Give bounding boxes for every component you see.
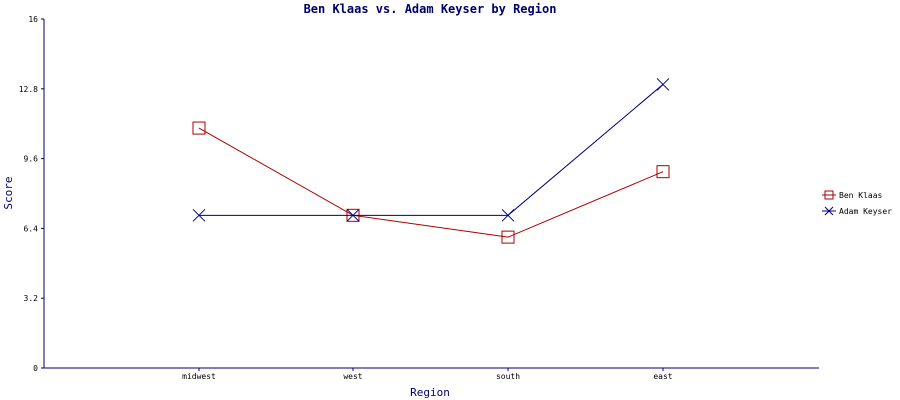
- series-1-point: [192, 121, 206, 135]
- y-tick-label: 12.8: [19, 85, 38, 94]
- legend-label: Adam Keyser: [839, 207, 892, 216]
- x-tick-group: midwest west south east: [182, 368, 673, 381]
- x-tick-label: midwest: [182, 372, 216, 381]
- legend-label: Ben Klaas: [839, 191, 883, 200]
- chart-title: Ben Klaas vs. Adam Keyser by Region: [304, 2, 557, 16]
- series-2-point: [656, 78, 670, 91]
- x-tick-label: west: [343, 372, 362, 381]
- y-tick-label: 0: [33, 364, 38, 373]
- y-tick-group: 0 3.2 6.4 9.6 12.8 16: [19, 15, 44, 373]
- x-axis-label: Region: [410, 386, 450, 399]
- legend-marker: [824, 190, 834, 200]
- series-2-point: [192, 208, 206, 222]
- legend: Ben Klaas Adam Keyser: [822, 190, 892, 216]
- legend-marker: [824, 206, 834, 216]
- x-tick-label: east: [653, 372, 672, 381]
- series-line-2: [199, 84, 664, 216]
- y-axis-label: Score: [2, 176, 15, 209]
- y-tick-label: 9.6: [24, 155, 39, 164]
- series-1-point: [501, 230, 515, 244]
- y-tick-label: 6.4: [24, 224, 39, 233]
- series-group: [192, 78, 670, 244]
- series-1-point: [656, 165, 670, 179]
- series-line-1: [198, 127, 664, 238]
- x-tick-label: south: [496, 372, 520, 381]
- series-2-point: [346, 208, 360, 222]
- y-tick-label: 3.2: [24, 294, 39, 303]
- y-tick-label: 16: [28, 15, 38, 24]
- series-2-point: [501, 208, 515, 222]
